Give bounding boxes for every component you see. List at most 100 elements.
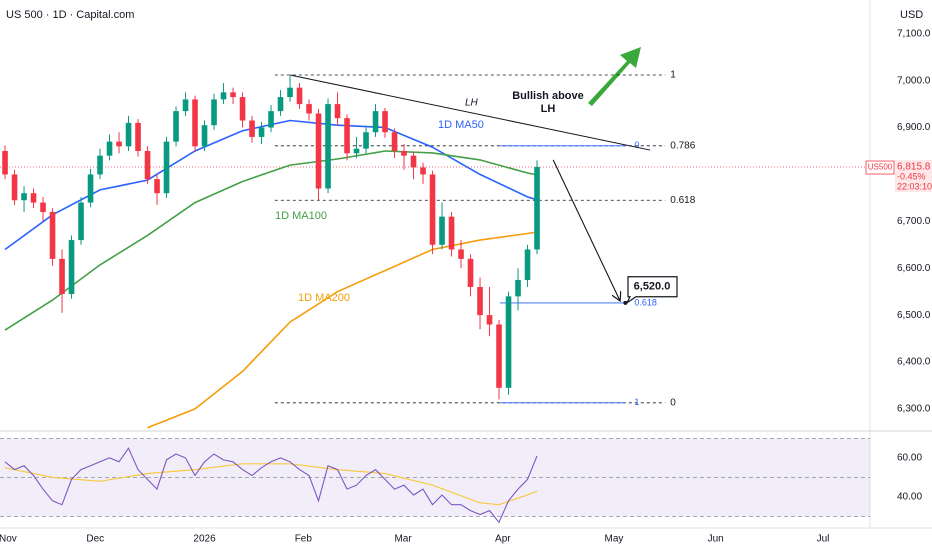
candle-body	[334, 104, 341, 119]
candle-body	[2, 150, 8, 175]
x-tick-label: Mar	[394, 534, 412, 545]
bullish-note: Bullish above LH	[512, 90, 584, 115]
rsi-line	[4, 447, 538, 524]
candle-body	[106, 141, 113, 156]
candle-body	[401, 150, 407, 156]
fib-extension-label: 1	[634, 397, 639, 407]
candle-body	[382, 111, 388, 133]
fib-label: 0	[670, 397, 676, 408]
candle-body	[21, 193, 27, 201]
candle-body	[154, 179, 160, 194]
fib-extension-label: 0.618	[634, 297, 657, 307]
candle-body	[287, 87, 293, 98]
candle-body	[439, 216, 445, 245]
candle-body	[458, 249, 464, 259]
candle-body	[163, 141, 170, 194]
x-tick-label: May	[605, 534, 624, 545]
candle-body	[420, 167, 426, 175]
x-tick-label: Jul	[817, 534, 830, 545]
ma-label: 1D MA200	[298, 292, 350, 304]
candle-body	[258, 127, 265, 137]
y-tick-label: 7,000.0	[897, 75, 931, 86]
candle-body	[467, 258, 474, 287]
candle-body	[268, 111, 274, 128]
candle-body	[173, 111, 179, 142]
currency: USD	[900, 9, 923, 21]
candle-body	[135, 122, 141, 151]
callout-box	[625, 276, 678, 305]
bullish-arrow	[588, 47, 641, 106]
candle-body	[59, 258, 65, 295]
ma-label: 1D MA100	[275, 210, 327, 222]
candle-body	[192, 99, 198, 147]
candle-body	[534, 167, 540, 250]
projection-arrow	[552, 159, 619, 300]
candle-body	[30, 193, 37, 203]
rsi-tick-label: 40.00	[897, 492, 922, 503]
candle-body	[49, 211, 56, 259]
candle-body	[486, 315, 493, 325]
price-change: -0.45%	[897, 171, 926, 181]
candle-body	[306, 104, 312, 114]
candle-body	[68, 240, 75, 295]
candle-body	[97, 155, 103, 175]
candle-body	[249, 120, 255, 137]
symbol-title: US 500 · 1D · Capital.com	[6, 9, 134, 21]
price-box	[895, 160, 932, 193]
x-tick-label: Dec	[86, 534, 104, 545]
moving-average	[4, 119, 538, 251]
candle-body	[515, 279, 521, 297]
target-dot	[623, 300, 628, 305]
trendline-label: LH	[465, 98, 479, 109]
candle-body	[363, 132, 369, 149]
rsi-ma	[4, 463, 538, 506]
candle-body	[391, 132, 398, 151]
candle-body	[11, 174, 18, 201]
candle-body	[496, 324, 502, 388]
candle-body	[448, 216, 455, 250]
candle-body	[144, 150, 151, 180]
y-tick-label: 7,100.0	[897, 28, 931, 39]
candle-body	[239, 97, 246, 121]
candle-body	[211, 99, 217, 126]
countdown: 22:03:10	[897, 181, 932, 191]
candle-body	[116, 141, 122, 147]
trendline	[289, 74, 651, 151]
y-tick-label: 6,400.0	[897, 357, 931, 368]
y-tick-label: 6,900.0	[897, 122, 931, 133]
x-tick-label: Nov	[0, 534, 17, 545]
candle-body	[353, 148, 360, 154]
x-tick-label: Jun	[708, 534, 724, 545]
candle-body	[410, 155, 417, 168]
candle-body	[429, 174, 436, 245]
fib-extension-label: 0	[634, 140, 639, 150]
x-tick-label: Apr	[495, 534, 511, 545]
y-tick-label: 6,500.0	[897, 310, 931, 321]
rsi-tick-label: 60.00	[897, 453, 922, 464]
ma-label: 1D MA50	[438, 119, 484, 131]
candle-body	[315, 113, 322, 189]
x-tick-label: Feb	[295, 534, 313, 545]
x-tick-label: 2026	[193, 534, 216, 545]
candle-body	[296, 87, 303, 105]
y-tick-label: 6,700.0	[897, 216, 931, 227]
candle-body	[477, 286, 483, 316]
moving-average	[147, 231, 538, 429]
candle-body	[40, 202, 46, 212]
candle-body	[201, 125, 208, 147]
fib-label: 0.618	[670, 195, 695, 206]
symbol-label: US500	[868, 163, 893, 172]
candle-body	[505, 296, 512, 388]
symbol-box	[865, 160, 895, 175]
y-tick-label: 6,300.0	[897, 404, 931, 415]
candle-body	[87, 174, 94, 203]
candle-body	[220, 92, 227, 100]
candle-body	[344, 118, 350, 154]
candle-body	[78, 202, 84, 241]
callout-label: 6,520.0	[634, 281, 671, 293]
candle-body	[182, 99, 189, 112]
y-tick-label: 6,600.0	[897, 263, 931, 274]
candle-body	[125, 122, 132, 147]
